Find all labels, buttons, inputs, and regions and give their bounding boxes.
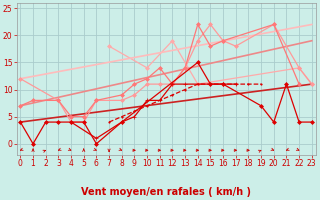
X-axis label: Vent moyen/en rafales ( km/h ): Vent moyen/en rafales ( km/h ) bbox=[81, 187, 251, 197]
